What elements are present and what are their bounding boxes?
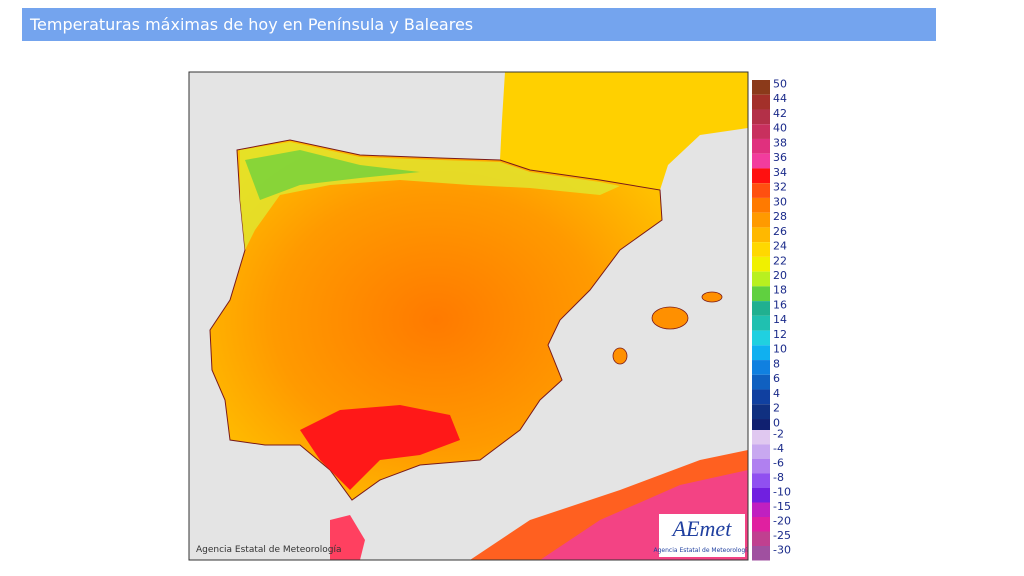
legend-label: 10 (773, 343, 787, 356)
legend-label: 40 (773, 122, 787, 135)
legend-label: 50 (773, 77, 787, 90)
cantabria-green (245, 150, 420, 200)
legend-swatch (752, 404, 770, 420)
legend-swatch (752, 301, 770, 316)
legend-label: -8 (773, 471, 784, 484)
legend-label: 28 (773, 210, 787, 223)
legend-label: -10 (773, 485, 791, 498)
legend-label: 34 (773, 166, 787, 179)
copyright: Agencia Estatal de Meteorología (196, 545, 342, 555)
legend-label: 26 (773, 225, 787, 238)
legend: 5044424038363432302826242220181614121086… (752, 77, 791, 561)
logo: AEmet (671, 516, 733, 541)
legend-swatch (752, 138, 770, 154)
legend-label: 42 (773, 107, 787, 120)
legend-label: -25 (773, 529, 791, 542)
legend-swatch (752, 517, 770, 532)
legend-label: -4 (773, 442, 784, 455)
iberia (209, 139, 663, 501)
legend-swatch (752, 286, 770, 302)
legend-label: 22 (773, 254, 787, 267)
legend-swatch (752, 256, 770, 272)
legend-label: 36 (773, 151, 787, 164)
legend-swatch (752, 168, 770, 184)
legend-swatch (752, 546, 770, 561)
legend-swatch (752, 345, 770, 361)
legend-swatch (752, 183, 770, 198)
legend-swatch (752, 124, 770, 139)
legend-label: -30 (773, 543, 791, 556)
legend-label: 6 (773, 372, 780, 385)
legend-swatch (752, 242, 770, 257)
legend-swatch (752, 212, 770, 228)
france (500, 72, 748, 190)
legend-swatch (752, 473, 770, 488)
legend-label: 14 (773, 313, 787, 326)
legend-label: 2 (773, 402, 780, 415)
legend-label: 16 (773, 298, 787, 311)
legend-label: 4 (773, 387, 780, 400)
page-title: Temperaturas máximas de hoy en Península… (22, 8, 936, 41)
logo-caption: Agencia Estatal de Meteorología (654, 547, 751, 554)
legend-swatch (752, 315, 770, 331)
legend-label: 38 (773, 136, 787, 149)
legend-swatch (752, 360, 770, 375)
legend-swatch (752, 94, 770, 110)
legend-label: 24 (773, 240, 787, 253)
map-frame (188, 71, 749, 561)
legend-label: 20 (773, 269, 787, 282)
guadalquivir-hot (300, 405, 460, 490)
menorca (701, 291, 723, 303)
ibiza (612, 347, 628, 365)
legend-swatch (752, 444, 770, 459)
legend-label: -20 (773, 514, 791, 527)
legend-swatch (752, 430, 770, 445)
legend-swatch (752, 389, 770, 405)
mallorca (651, 306, 689, 330)
map: AEmet Agencia Estatal de Meteorología Ag… (189, 72, 751, 560)
legend-label: 8 (773, 357, 780, 370)
legend-label: 44 (773, 92, 787, 105)
logo-box (659, 514, 745, 557)
legend-swatch (752, 330, 770, 346)
legend-swatch (752, 374, 770, 390)
legend-label: 32 (773, 181, 787, 194)
legend-swatch (752, 488, 770, 503)
legend-label: -6 (773, 456, 784, 469)
legend-swatch (752, 227, 770, 243)
legend-swatch (752, 531, 770, 546)
legend-swatch (752, 153, 770, 169)
legend-label: -2 (773, 427, 784, 440)
legend-swatch (752, 197, 770, 213)
ceuta-coast (330, 515, 365, 560)
legend-label: 12 (773, 328, 787, 341)
legend-label: 0 (773, 416, 780, 429)
legend-swatch (752, 80, 770, 95)
legend-label: 18 (773, 284, 787, 297)
legend-label: 30 (773, 195, 787, 208)
legend-swatch (752, 109, 770, 125)
legend-label: -15 (773, 500, 791, 513)
legend-swatch (752, 502, 770, 517)
legend-swatch (752, 271, 770, 287)
legend-swatch (752, 459, 770, 474)
